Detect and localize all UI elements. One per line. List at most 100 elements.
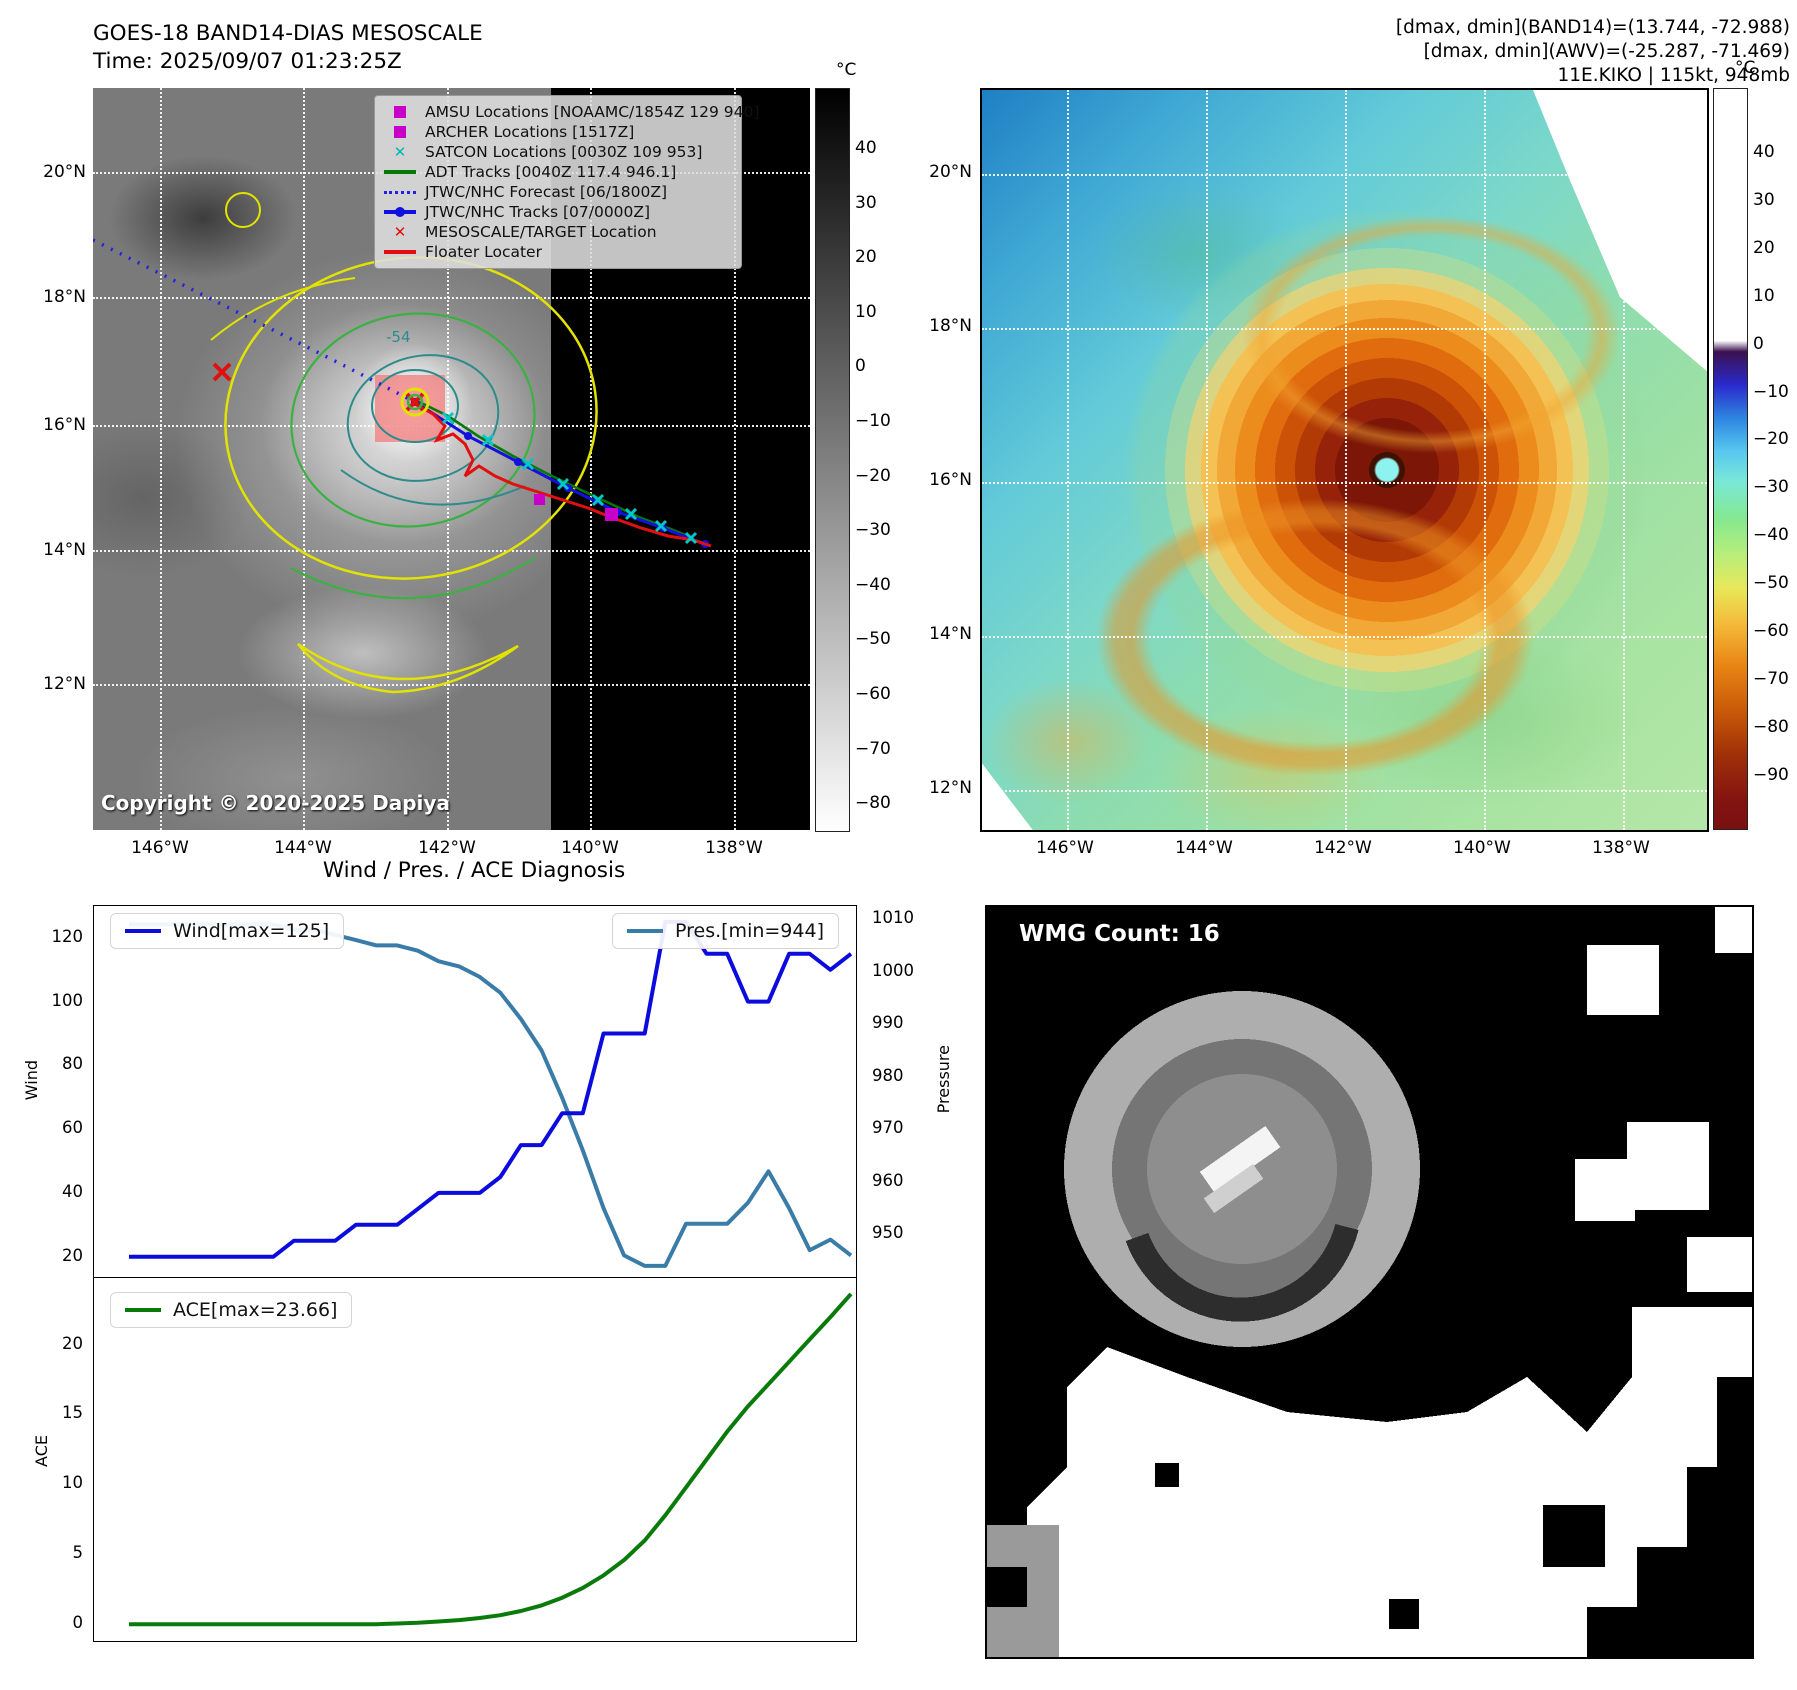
lon-tick-label: 144°W xyxy=(274,838,332,858)
colorbar-tick-label: 10 xyxy=(855,301,877,322)
x-marker-icon: ✕ xyxy=(393,223,407,241)
goes-time: Time: 2025/09/07 01:23:25Z xyxy=(93,49,402,74)
ir-satellite-map xyxy=(980,88,1709,832)
wind-axis-label: Wind xyxy=(22,1060,41,1101)
ir-header-block: [dmax, dmin](BAND14)=(13.744, -72.988) [… xyxy=(990,16,1790,88)
pressure-axis-label: Pressure xyxy=(934,1045,953,1114)
data-series-line xyxy=(129,922,853,1268)
colorbar-tick-label: 20 xyxy=(855,247,877,268)
wind-pressure-chart xyxy=(93,905,857,1280)
ace-axis-label: ACE xyxy=(32,1435,51,1467)
colorbar-tick-label: −30 xyxy=(1753,477,1789,498)
legend-item: AMSU Locations [NOAAMC/1854Z 129 940] xyxy=(383,102,759,122)
lon-tick-label: 140°W xyxy=(1453,838,1511,858)
goes-colorbar-unit: °C xyxy=(836,60,857,80)
ace-tick-label: 10 xyxy=(62,1473,83,1493)
grid-line xyxy=(982,790,1707,792)
grid-line xyxy=(734,88,736,830)
colorbar-tick-label: −70 xyxy=(1753,668,1789,689)
line-dot-marker-icon xyxy=(383,206,417,217)
legend-item-label: JTWC/NHC Forecast [06/1800Z] xyxy=(425,183,668,201)
colorbar-tick-label: −90 xyxy=(1753,764,1789,785)
lon-tick-label: 138°W xyxy=(705,838,763,858)
line-marker-icon xyxy=(383,170,417,174)
wind-legend: Wind[max=125] xyxy=(110,913,345,949)
lat-tick-label: 16°N xyxy=(43,415,86,435)
pressure-tick-label: 950 xyxy=(872,1223,904,1243)
pressure-tick-label: 970 xyxy=(872,1118,904,1138)
pressure-tick-label: 980 xyxy=(872,1065,904,1085)
colorbar-tick-label: −30 xyxy=(855,520,891,541)
ace-plot xyxy=(129,1292,853,1626)
ace-legend: ACE[max=23.66] xyxy=(110,1292,353,1328)
wind-tick-label: 120 xyxy=(51,926,84,946)
colorbar-tick-label: 0 xyxy=(855,356,866,377)
lon-tick-label: 138°W xyxy=(1592,838,1650,858)
wind-tick-label: 60 xyxy=(62,1118,83,1138)
colorbar-tick-label: −50 xyxy=(855,629,891,650)
pressure-tick-label: 1000 xyxy=(872,960,914,980)
ace-legend-swatch xyxy=(125,1307,161,1313)
goes-title-block: GOES-18 BAND14-DIAS MESOSCALE Time: 2025… xyxy=(93,20,483,76)
ace-tick-label: 0 xyxy=(72,1612,84,1632)
ir-colorbar xyxy=(1713,88,1748,830)
wind-tick-label: 80 xyxy=(62,1054,83,1074)
legend-item-label: Floater Locater xyxy=(425,243,542,261)
lat-tick-label: 20°N xyxy=(43,162,86,182)
colorbar-tick-label: −40 xyxy=(855,574,891,595)
wmg-pixel-image xyxy=(987,907,1752,1657)
grid-line xyxy=(1484,90,1486,830)
lon-tick-label: 142°W xyxy=(418,838,476,858)
goes-satellite-map: -54 AMSU Locations [NOAAMC/1854Z 129 940… xyxy=(93,88,810,830)
colorbar-tick-label: −10 xyxy=(1753,381,1789,402)
lon-tick-label: 144°W xyxy=(1175,838,1233,858)
lat-tick-label: 18°N xyxy=(43,287,86,307)
data-series-line xyxy=(129,919,853,1259)
legend-item-label: JTWC/NHC Tracks [07/0000Z] xyxy=(425,203,651,221)
legend-item: ADT Tracks [0040Z 117.4 946.1] xyxy=(383,162,731,182)
copyright-text: Copyright © 2020-2025 Dapiya xyxy=(101,791,450,815)
grid-line xyxy=(303,88,305,830)
ace-tick-label: 15 xyxy=(62,1403,83,1423)
legend-item: JTWC/NHC Forecast [06/1800Z] xyxy=(383,182,731,202)
ir-colorbar-unit: °C xyxy=(1735,58,1756,78)
colorbar-tick-label: −20 xyxy=(855,465,891,486)
grid-line xyxy=(1345,90,1347,830)
ace-chart xyxy=(93,1276,857,1642)
colorbar-tick-label: −40 xyxy=(1753,525,1789,546)
grid-line xyxy=(982,636,1707,638)
ir-header-band14: [dmax, dmin](BAND14)=(13.744, -72.988) xyxy=(1395,17,1790,38)
storm-id-intensity: 11E.KIKO | 115kt, 948mb xyxy=(1557,65,1791,86)
wind-legend-swatch xyxy=(125,928,161,934)
diagnosis-title: Wind / Pres. / ACE Diagnosis xyxy=(322,858,626,883)
square-marker-icon xyxy=(383,126,417,138)
wind-legend-label: Wind[max=125] xyxy=(173,920,330,942)
legend-item-label: ARCHER Locations [1517Z] xyxy=(425,123,635,141)
contour-value-label: -54 xyxy=(386,328,411,346)
legend-item: ARCHER Locations [1517Z] xyxy=(383,122,731,142)
legend-item-label: MESOSCALE/TARGET Location xyxy=(425,223,657,241)
wind-tick-label: 20 xyxy=(62,1245,83,1265)
lat-tick-label: 12°N xyxy=(43,674,86,694)
lon-tick-label: 146°W xyxy=(131,838,189,858)
lon-tick-label: 146°W xyxy=(1036,838,1094,858)
ace-legend-label: ACE[max=23.66] xyxy=(173,1299,338,1321)
grid-line xyxy=(160,88,162,830)
wmg-panel: WMG Count: 16 xyxy=(985,905,1754,1659)
lon-tick-label: 142°W xyxy=(1314,838,1372,858)
data-series-line xyxy=(129,1292,853,1626)
grid-line xyxy=(590,88,592,830)
colorbar-tick-label: 10 xyxy=(1753,285,1775,306)
square-marker-icon xyxy=(383,106,417,118)
colorbar-tick-label: −10 xyxy=(855,411,891,431)
dotted-marker-icon xyxy=(383,190,417,194)
pressure-legend-swatch xyxy=(627,928,663,934)
legend-item: ✕ MESOSCALE/TARGET Location xyxy=(383,222,731,242)
wind-pressure-plot xyxy=(129,919,853,1268)
goes-map-legend: AMSU Locations [NOAAMC/1854Z 129 940] ARC… xyxy=(374,95,759,269)
wmg-count-badge: WMG Count: 16 xyxy=(1001,917,1238,951)
legend-item: ✕ SATCON Locations [0030Z 109 953] xyxy=(383,142,731,162)
pressure-tick-label: 1010 xyxy=(872,908,914,928)
grid-line xyxy=(1067,90,1069,830)
legend-item: JTWC/NHC Tracks [07/0000Z] xyxy=(383,202,731,222)
